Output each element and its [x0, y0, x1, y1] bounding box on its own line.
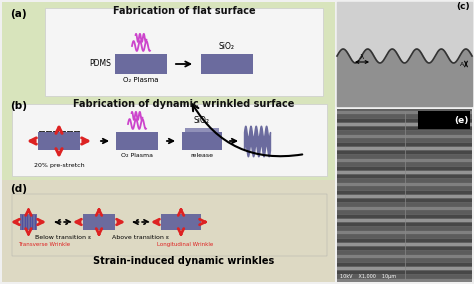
Bar: [337, 279, 472, 282]
Text: A: A: [460, 62, 464, 66]
Bar: [337, 271, 472, 274]
Text: Fabrication of flat surface: Fabrication of flat surface: [113, 6, 255, 16]
Bar: [337, 263, 472, 266]
Text: PDMS: PDMS: [89, 60, 111, 68]
Text: SiO₂: SiO₂: [219, 42, 235, 51]
Bar: [337, 243, 472, 246]
Bar: [83, 214, 115, 230]
Bar: [161, 214, 201, 230]
Bar: [337, 239, 472, 242]
Bar: [337, 199, 472, 202]
Bar: [337, 219, 472, 222]
Bar: [337, 215, 472, 218]
Text: (c): (c): [456, 2, 470, 11]
Text: Longitudinal Wrinkle: Longitudinal Wrinkle: [157, 242, 213, 247]
Bar: [418, 111, 470, 129]
Bar: [337, 151, 472, 154]
Bar: [337, 135, 472, 138]
Bar: [337, 251, 472, 254]
Bar: [337, 147, 472, 150]
Bar: [337, 207, 472, 210]
Bar: [337, 259, 472, 262]
Bar: [337, 155, 472, 158]
Bar: [2, 180, 335, 282]
Bar: [337, 247, 472, 250]
Text: (e): (e): [455, 116, 469, 124]
Bar: [337, 275, 472, 278]
Bar: [337, 119, 472, 122]
Bar: [337, 111, 472, 114]
Bar: [337, 2, 472, 106]
Bar: [337, 179, 472, 182]
Text: Below transition ε: Below transition ε: [35, 235, 91, 240]
Bar: [337, 195, 472, 198]
Text: release: release: [191, 153, 213, 158]
Text: 20% pre-stretch: 20% pre-stretch: [34, 163, 84, 168]
Bar: [337, 167, 472, 170]
Bar: [337, 127, 472, 130]
Bar: [337, 191, 472, 194]
Bar: [337, 109, 472, 282]
Bar: [201, 54, 253, 74]
Text: SiO₂: SiO₂: [194, 116, 210, 125]
Text: O₂ Plasma: O₂ Plasma: [123, 77, 159, 83]
Bar: [337, 143, 472, 146]
Bar: [182, 132, 222, 150]
Bar: [115, 54, 167, 74]
Bar: [20, 214, 37, 230]
Text: λ: λ: [360, 54, 364, 60]
Bar: [2, 2, 335, 282]
Bar: [337, 183, 472, 186]
Bar: [337, 123, 472, 126]
Text: Strain-induced dynamic wrinkles: Strain-induced dynamic wrinkles: [93, 256, 274, 266]
Text: Above transition ε: Above transition ε: [112, 235, 170, 240]
Bar: [12, 194, 327, 256]
Text: 10kV    X1,000    10μm: 10kV X1,000 10μm: [340, 274, 396, 279]
Bar: [337, 211, 472, 214]
Text: Fabrication of dynamic wrinkled surface: Fabrication of dynamic wrinkled surface: [73, 99, 295, 109]
Bar: [337, 203, 472, 206]
Bar: [337, 131, 472, 134]
Bar: [337, 139, 472, 142]
Bar: [45, 8, 323, 96]
Text: (d): (d): [10, 184, 27, 194]
Bar: [337, 235, 472, 238]
Text: (b): (b): [10, 101, 27, 111]
Bar: [12, 104, 327, 176]
Bar: [38, 132, 80, 150]
Bar: [185, 128, 219, 132]
Bar: [337, 231, 472, 234]
Bar: [337, 159, 472, 162]
Bar: [337, 267, 472, 270]
Bar: [337, 171, 472, 174]
Text: (a): (a): [10, 9, 27, 19]
Bar: [337, 2, 472, 74]
Text: O₂ Plasma: O₂ Plasma: [121, 153, 153, 158]
Bar: [337, 115, 472, 118]
Bar: [337, 187, 472, 190]
Text: Transverse Wrinkle: Transverse Wrinkle: [18, 242, 70, 247]
Bar: [337, 163, 472, 166]
Bar: [337, 227, 472, 230]
Bar: [337, 175, 472, 178]
Bar: [337, 223, 472, 226]
Bar: [337, 255, 472, 258]
Bar: [116, 132, 158, 150]
